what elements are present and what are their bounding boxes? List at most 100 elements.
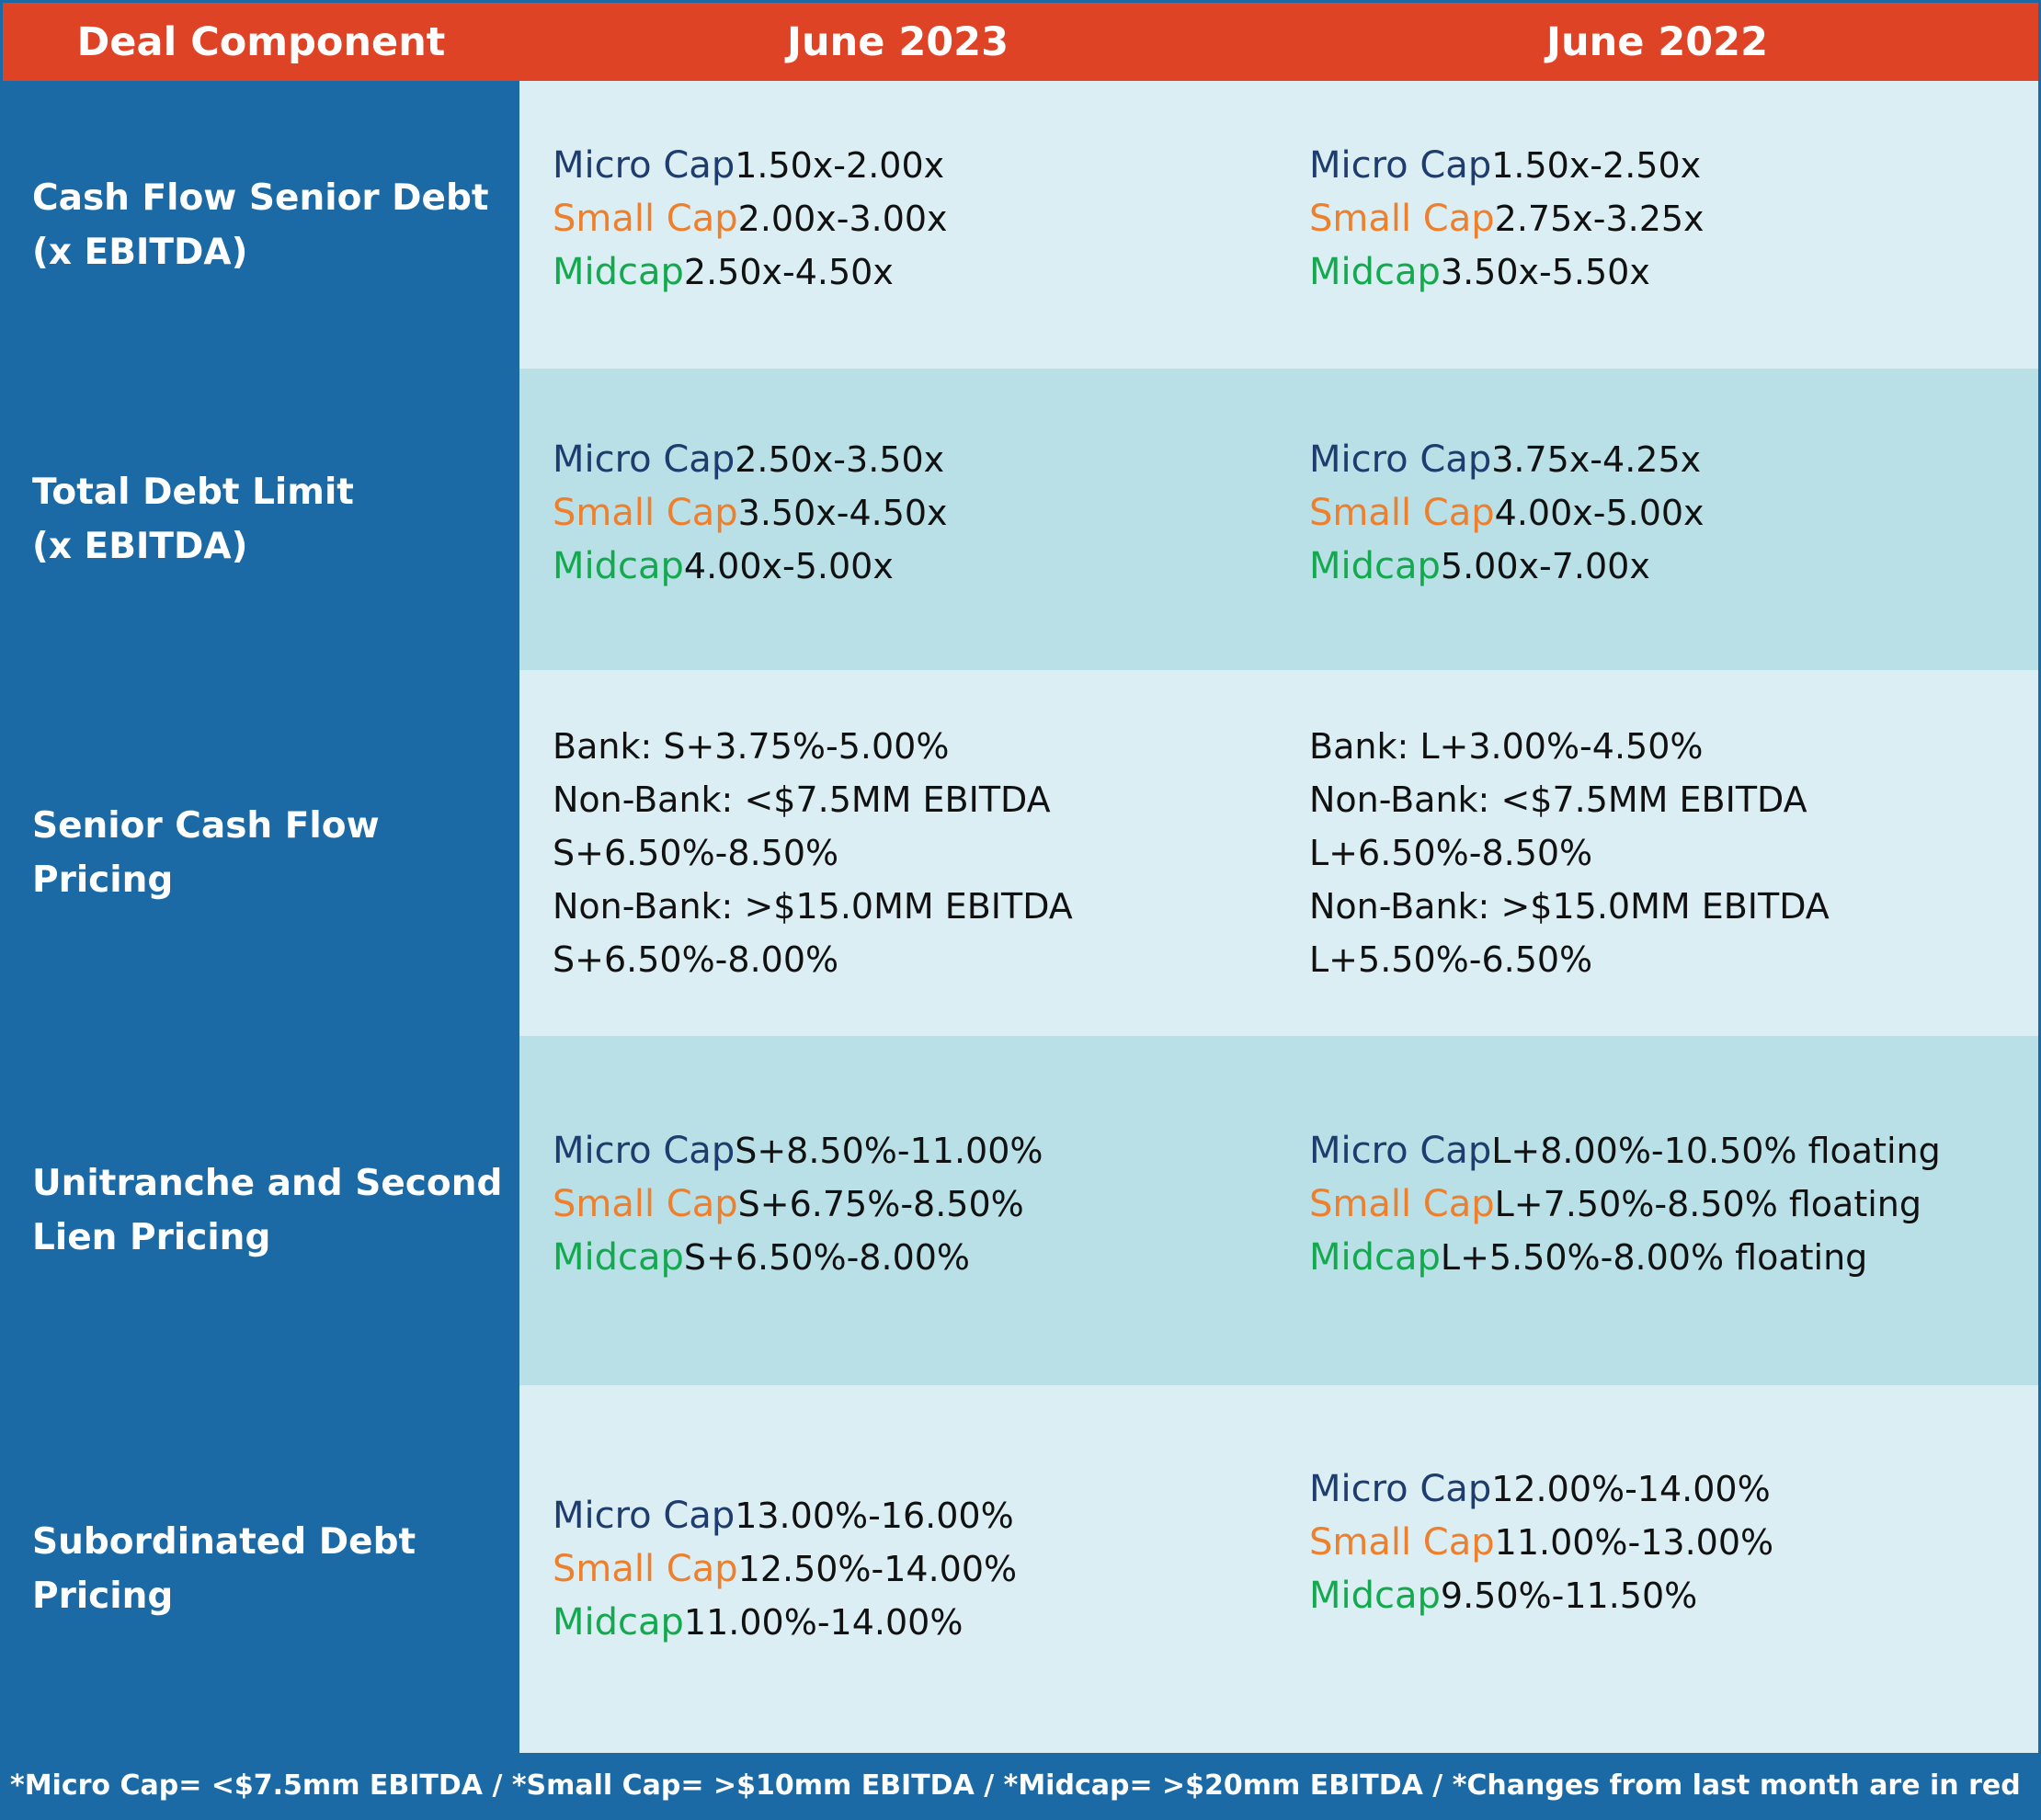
nonbank-pricing-large: Non-Bank: >$15.0MM EBITDA S+6.50%-8.00% — [553, 886, 1073, 980]
nonbank-pricing-large: Non-Bank: >$15.0MM EBITDA L+5.50%-6.50% — [1309, 886, 1830, 980]
cell-june-2022: Micro Cap3.75x-4.25x Small Cap4.00x-5.00… — [1276, 369, 2038, 670]
tier-label-mid: Midcap — [553, 1236, 684, 1279]
bank-pricing: Bank: L+3.00%-4.50% — [1309, 726, 1704, 767]
tier-line-micro: Micro Cap1.50x-2.00x — [553, 139, 1254, 192]
tier-value: L+7.50%-8.50% floating — [1494, 1184, 1922, 1224]
row-label-line: Lien Pricing — [32, 1217, 271, 1258]
row-label-line: (x EBITDA) — [32, 231, 248, 273]
tier-line-micro: Micro CapS+8.50%-11.00% — [553, 1124, 1254, 1177]
tier-line-mid: Midcap11.00%-14.00% — [553, 1596, 1254, 1649]
table-row-unitranche-second-lien: Unitranche and Second Lien Pricing Micro… — [3, 1036, 2038, 1385]
tier-line-mid: Midcap4.00x-5.00x — [553, 540, 1254, 593]
tier-line-mid: MidcapS+6.50%-8.00% — [553, 1231, 1254, 1284]
tier-label-micro: Micro Cap — [553, 1130, 735, 1172]
tier-value: 4.00x-5.00x — [1494, 493, 1705, 533]
bank-pricing: Bank: S+3.75%-5.00% — [553, 726, 950, 767]
tier-line-small: Small Cap2.00x-3.00x — [553, 192, 1254, 245]
header-deal-component: Deal Component — [76, 18, 446, 65]
row-label-line: Subordinated Debt Pricing — [32, 1521, 416, 1617]
row-label-line: Unitranche and Second — [32, 1163, 503, 1204]
tier-label-mid: Midcap — [1309, 545, 1441, 587]
tier-line-micro: Micro Cap12.00%-14.00% — [1309, 1462, 2016, 1516]
row-label-line: Cash Flow Senior Debt — [32, 176, 489, 219]
tier-label-small: Small Cap — [553, 1548, 738, 1590]
tier-label-small: Small Cap — [1309, 492, 1495, 534]
tier-value: 5.00x-7.00x — [1440, 546, 1650, 586]
table-row-subordinated-debt-pricing: Subordinated Debt Pricing Micro Cap13.00… — [3, 1385, 2038, 1753]
row-label-line: Total Debt Limit — [32, 472, 354, 513]
tier-label-small: Small Cap — [1309, 1521, 1495, 1564]
tier-label-micro: Micro Cap — [1309, 1468, 1492, 1510]
nonbank-pricing-small: Non-Bank: <$7.5MM EBITDA S+6.50%-8.50% — [553, 779, 1051, 873]
nonbank-pricing-small: Non-Bank: <$7.5MM EBITDA L+6.50%-8.50% — [1309, 779, 1807, 873]
tier-label-mid: Midcap — [1309, 1236, 1441, 1279]
tier-value: 4.00x-5.00x — [683, 546, 894, 586]
table-header: Deal Component June 2023 June 2022 — [3, 3, 2038, 81]
header-june-2022: June 2022 — [1545, 18, 1769, 65]
tier-line-mid: Midcap5.00x-7.00x — [1309, 540, 2016, 593]
tier-line-micro: Micro CapL+8.00%-10.50% floating — [1309, 1124, 2016, 1177]
table-row-senior-cash-flow-pricing: Senior Cash Flow Pricing Bank: S+3.75%-5… — [3, 670, 2038, 1036]
header-june-2023: June 2023 — [786, 18, 1009, 65]
tier-line-small: Small Cap4.00x-5.00x — [1309, 486, 2016, 540]
tier-line-micro: Micro Cap3.75x-4.25x — [1309, 433, 2016, 486]
tier-value: L+8.00%-10.50% floating — [1491, 1131, 1941, 1171]
tier-value: 12.50%-14.00% — [737, 1549, 1018, 1589]
tier-value: 2.75x-3.25x — [1494, 198, 1705, 239]
tier-value: 11.00%-14.00% — [683, 1602, 963, 1643]
cell-june-2022: Micro CapL+8.00%-10.50% floating Small C… — [1276, 1036, 2038, 1385]
tier-value: 3.50x-4.50x — [737, 493, 948, 533]
cell-june-2023: Micro CapS+8.50%-11.00% Small CapS+6.75%… — [519, 1036, 1276, 1385]
tier-label-micro: Micro Cap — [553, 1495, 735, 1537]
row-label: Cash Flow Senior Debt (x EBITDA) — [3, 81, 519, 369]
cell-june-2022: Micro Cap12.00%-14.00% Small Cap11.00%-1… — [1276, 1385, 2038, 1753]
tier-line-mid: Midcap3.50x-5.50x — [1309, 245, 2016, 299]
tier-line-micro: Micro Cap2.50x-3.50x — [553, 433, 1254, 486]
tier-value: 2.50x-4.50x — [683, 251, 894, 292]
tier-line-small: Small Cap11.00%-13.00% — [1309, 1516, 2016, 1569]
cell-june-2022: Bank: L+3.00%-4.50% Non-Bank: <$7.5MM EB… — [1276, 670, 2038, 1036]
tier-value: 3.75x-4.25x — [1491, 439, 1702, 480]
tier-label-small: Small Cap — [553, 197, 738, 240]
tier-line-small: Small CapS+6.75%-8.50% — [553, 1177, 1254, 1231]
tier-line-micro: Micro Cap13.00%-16.00% — [553, 1489, 1254, 1542]
tier-label-micro: Micro Cap — [1309, 143, 1492, 187]
row-label: Total Debt Limit (x EBITDA) — [3, 369, 519, 670]
tier-value: S+6.75%-8.50% — [737, 1184, 1024, 1224]
tier-value: 12.00%-14.00% — [1491, 1469, 1771, 1509]
table-row-total-debt-limit: Total Debt Limit (x EBITDA) Micro Cap2.5… — [3, 369, 2038, 670]
footnote: *Micro Cap= <$7.5mm EBITDA / *Small Cap=… — [3, 1753, 2038, 1817]
row-label: Unitranche and Second Lien Pricing — [3, 1036, 519, 1385]
tier-label-small: Small Cap — [1309, 197, 1495, 240]
tier-label-micro: Micro Cap — [553, 438, 735, 481]
cell-june-2023: Bank: S+3.75%-5.00% Non-Bank: <$7.5MM EB… — [519, 670, 1276, 1036]
cell-june-2023: Micro Cap2.50x-3.50x Small Cap3.50x-4.50… — [519, 369, 1276, 670]
tier-line-micro: Micro Cap1.50x-2.50x — [1309, 139, 2016, 192]
tier-value: 9.50%-11.50% — [1440, 1575, 1698, 1616]
tier-value: S+6.50%-8.00% — [683, 1237, 971, 1278]
tier-value: S+8.50%-11.00% — [735, 1131, 1043, 1171]
tier-line-mid: Midcap9.50%-11.50% — [1309, 1569, 2016, 1622]
tier-label-mid: Midcap — [553, 1601, 684, 1644]
tier-value: 1.50x-2.50x — [1491, 144, 1702, 186]
tier-label-mid: Midcap — [553, 545, 684, 587]
tier-value: 2.00x-3.00x — [737, 198, 948, 239]
table-row-cash-flow-senior-debt: Cash Flow Senior Debt (x EBITDA) Micro C… — [3, 81, 2038, 369]
row-label-line: (x EBITDA) — [32, 526, 248, 567]
tier-line-small: Small Cap2.75x-3.25x — [1309, 192, 2016, 245]
tier-line-mid: Midcap2.50x-4.50x — [553, 245, 1254, 299]
tier-line-small: Small Cap12.50%-14.00% — [553, 1542, 1254, 1596]
tier-value: 2.50x-3.50x — [735, 439, 945, 480]
tier-label-mid: Midcap — [1309, 1575, 1441, 1617]
tier-line-small: Small Cap3.50x-4.50x — [553, 486, 1254, 540]
tier-line-small: Small CapL+7.50%-8.50% floating — [1309, 1177, 2016, 1231]
tier-value: L+5.50%-8.00% floating — [1440, 1237, 1868, 1278]
cell-june-2023: Micro Cap1.50x-2.00x Small Cap2.00x-3.00… — [519, 81, 1276, 369]
tier-label-small: Small Cap — [553, 1183, 738, 1225]
tier-value: 13.00%-16.00% — [735, 1496, 1014, 1536]
tier-value: 11.00%-13.00% — [1494, 1522, 1774, 1563]
tier-label-micro: Micro Cap — [1309, 1130, 1492, 1172]
cell-june-2023: Micro Cap13.00%-16.00% Small Cap12.50%-1… — [519, 1385, 1276, 1753]
row-label: Subordinated Debt Pricing — [3, 1385, 519, 1753]
